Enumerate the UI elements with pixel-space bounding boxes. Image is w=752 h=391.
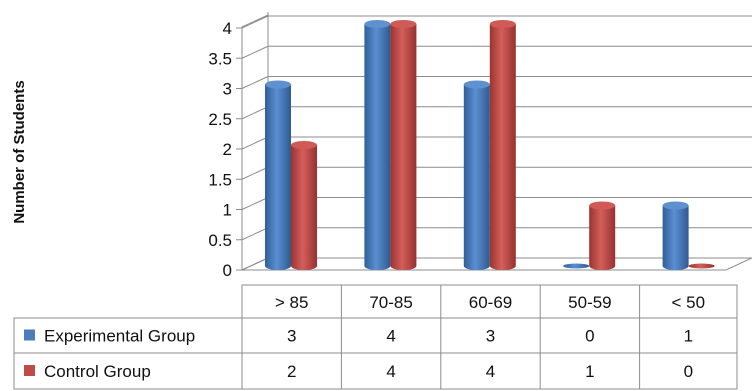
bar-top [489, 20, 516, 28]
bar [662, 201, 689, 270]
bar [463, 80, 490, 270]
bar-body [265, 84, 291, 270]
bar [265, 80, 291, 270]
bar-body [463, 84, 490, 270]
y-tick-label: 3 [223, 80, 232, 99]
y-tick-label: 0 [223, 261, 232, 280]
y-tick-label: 1.5 [208, 170, 232, 189]
bar-body [589, 205, 616, 270]
table-cell: 0 [585, 327, 594, 346]
legend-label: Experimental Group [44, 327, 195, 346]
bar-top [662, 201, 689, 210]
bar [563, 263, 590, 269]
bar [364, 20, 391, 270]
bar [291, 141, 317, 270]
table-cell: 4 [386, 362, 395, 381]
bar-top [291, 141, 317, 149]
gridline-side [241, 45, 269, 59]
y-tick-label: 4 [223, 19, 232, 38]
bar [390, 20, 417, 270]
gridline-side [241, 76, 269, 89]
gridline-side [241, 106, 269, 120]
table-cell: 2 [287, 362, 296, 381]
y-tick-label: 1 [223, 201, 232, 220]
y-axis-ticks: 0 0.5 1 1.5 2 2.5 3 3.5 4 [208, 19, 242, 280]
bar-top [364, 20, 391, 28]
bar-top [589, 201, 616, 210]
bar-body [390, 24, 417, 270]
x-tick-label: 60-69 [469, 293, 512, 312]
legend-label: Control Group [44, 362, 151, 381]
y-tick-label: 0.5 [208, 231, 232, 250]
bar-top [265, 80, 291, 89]
legend-swatch [24, 329, 35, 341]
bar-body [364, 24, 391, 270]
table-cell: 4 [486, 362, 495, 381]
gridline-side [241, 166, 269, 180]
table-cell: 3 [287, 327, 296, 346]
bar-zero-disc [688, 263, 715, 269]
y-axis-label: Number of Students [11, 80, 28, 223]
legend-swatch [24, 365, 35, 376]
x-tick-label: 50-59 [568, 293, 611, 312]
table-cell: 4 [386, 327, 395, 346]
table-cell: 1 [585, 362, 594, 381]
bar-body [291, 145, 317, 270]
gridline-side [241, 227, 269, 241]
bar-zero-disc [563, 263, 590, 269]
bars [265, 20, 715, 270]
bar-top [390, 20, 417, 28]
x-tick-label: < 50 [672, 293, 706, 312]
x-tick-label: 70-85 [369, 293, 412, 312]
table-cell: 1 [684, 327, 693, 346]
table-cell: 3 [486, 327, 495, 346]
gridline-side [241, 197, 269, 210]
data-table: > 85 70-85 60-69 50-59 < 50 Experimental Grou… [13, 284, 738, 390]
bar-top [463, 80, 490, 89]
gridline-side [241, 257, 269, 271]
table-cell: 0 [684, 362, 693, 381]
bar [489, 20, 516, 270]
bar [589, 201, 616, 270]
gridline-side [241, 136, 269, 150]
bar [688, 263, 715, 269]
gridline-side [241, 15, 269, 29]
y-tick-label: 2.5 [208, 110, 232, 129]
y-tick-label: 3.5 [208, 49, 232, 68]
bar-body [662, 205, 689, 270]
bar-body [489, 24, 516, 270]
y-tick-label: 2 [223, 140, 232, 159]
x-tick-label: > 85 [275, 293, 309, 312]
